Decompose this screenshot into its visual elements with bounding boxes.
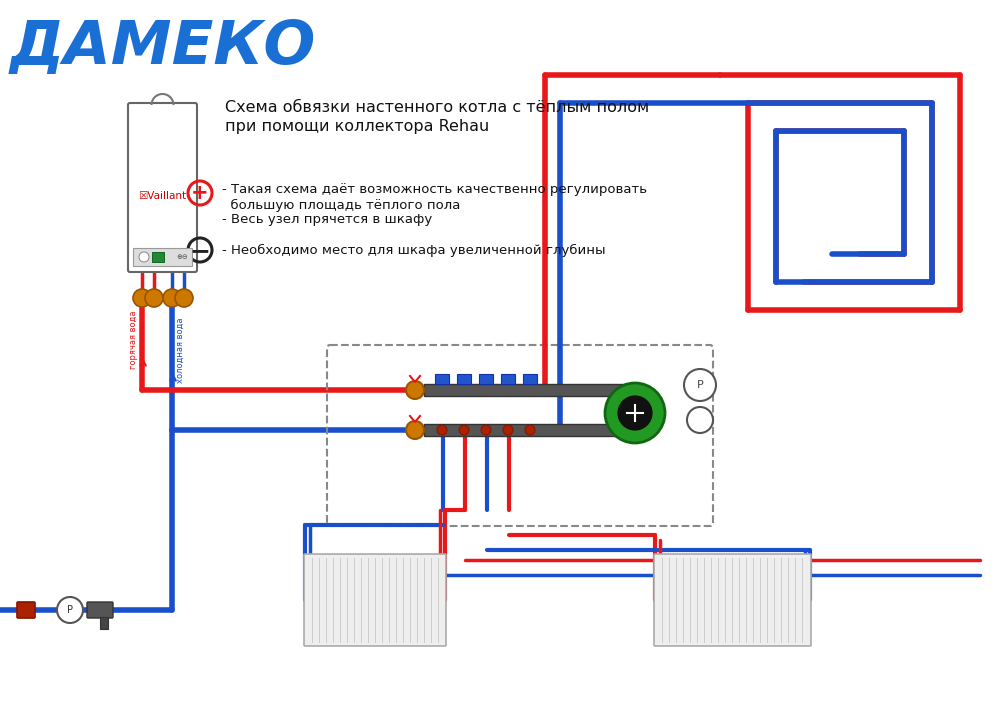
Circle shape (406, 381, 424, 399)
Circle shape (459, 425, 469, 435)
Circle shape (406, 421, 424, 439)
Text: холодная вода: холодная вода (176, 317, 184, 382)
Circle shape (139, 252, 149, 262)
FancyBboxPatch shape (304, 554, 446, 646)
Text: при помощи коллектора Rehau: при помощи коллектора Rehau (225, 119, 489, 134)
Circle shape (684, 369, 716, 401)
Text: - Весь узел прячется в шкафу: - Весь узел прячется в шкафу (222, 214, 432, 226)
Bar (479, 374, 493, 384)
Circle shape (605, 383, 665, 443)
Bar (424, 384, 625, 396)
FancyBboxPatch shape (17, 602, 35, 618)
Circle shape (503, 425, 513, 435)
FancyBboxPatch shape (128, 103, 197, 272)
Text: горячая вода: горячая вода (130, 311, 138, 369)
FancyBboxPatch shape (87, 602, 113, 618)
Text: +: + (191, 183, 209, 203)
Circle shape (57, 597, 83, 623)
Circle shape (133, 289, 151, 307)
Bar (501, 374, 515, 384)
Circle shape (525, 425, 535, 435)
Text: ⊕⊖: ⊕⊖ (176, 254, 188, 260)
Circle shape (163, 289, 181, 307)
Circle shape (437, 425, 447, 435)
Text: Схема обвязки настенного котла с тёплым полом: Схема обвязки настенного котла с тёплым … (225, 100, 649, 115)
Bar (457, 374, 471, 384)
Text: P: P (697, 380, 703, 390)
Bar (133, 248, 192, 266)
Circle shape (687, 407, 713, 433)
Text: - Необходимо место для шкафа увеличенной глубины: - Необходимо место для шкафа увеличенной… (222, 243, 606, 257)
Bar (424, 424, 625, 436)
Circle shape (175, 289, 193, 307)
FancyBboxPatch shape (100, 617, 108, 629)
Text: большую площадь тёплого пола: большую площадь тёплого пола (222, 199, 460, 211)
Text: P: P (67, 605, 73, 615)
Text: - Такая схема даёт возможность качественно регулировать: - Такая схема даёт возможность качествен… (222, 184, 647, 197)
Text: −: − (190, 239, 210, 263)
FancyBboxPatch shape (654, 554, 811, 646)
Text: ДАМЕКО: ДАМЕКО (10, 18, 316, 78)
Circle shape (616, 394, 654, 432)
Bar (523, 374, 537, 384)
Text: ☒Vaillant: ☒Vaillant (138, 191, 187, 201)
Bar (435, 374, 449, 384)
Circle shape (145, 289, 163, 307)
Bar (152, 252, 164, 262)
Circle shape (481, 425, 491, 435)
